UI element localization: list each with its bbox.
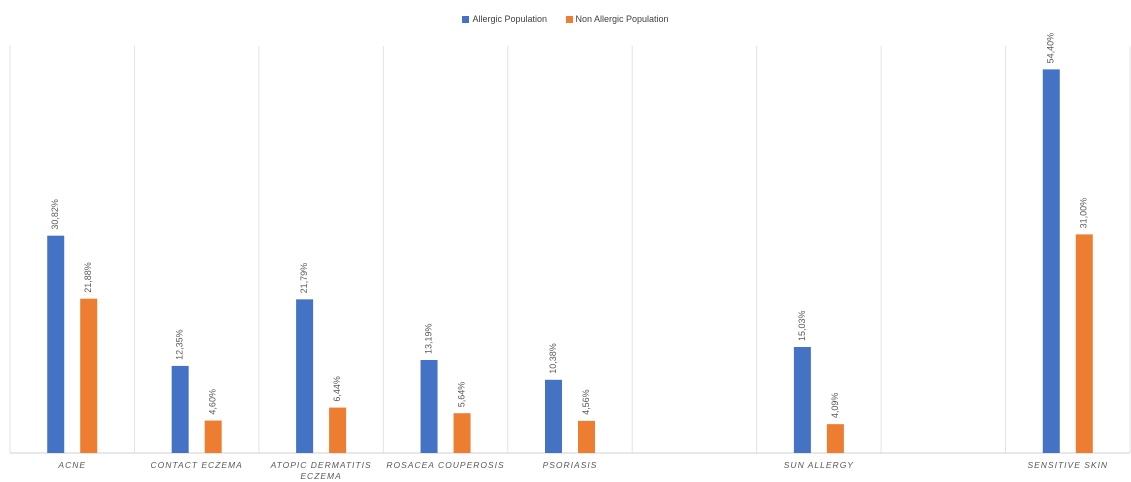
bar-allergic — [545, 379, 562, 453]
bar-non-allergic — [1075, 234, 1093, 453]
category-label: ECZEMA — [300, 471, 341, 481]
category-label: ACNE — [57, 460, 86, 470]
category-label: SUN ALLERGY — [784, 460, 855, 470]
data-label: 12,35% — [175, 329, 185, 360]
legend: Allergic Population Non Allergic Populat… — [0, 14, 1131, 24]
data-label: 4,56% — [581, 389, 591, 415]
data-label: 15,03% — [797, 310, 807, 341]
bar-non-allergic — [453, 413, 471, 453]
data-label: 4,09% — [830, 393, 840, 419]
category-label: CONTACT ECZEMA — [151, 460, 243, 470]
legend-swatch-non-allergic — [565, 16, 573, 23]
legend-label-allergic: Allergic Population — [472, 14, 547, 24]
bar-allergic — [171, 365, 189, 453]
legend-item-non-allergic: Non Allergic Population — [565, 14, 669, 24]
bar-allergic — [1042, 69, 1060, 454]
data-label: 6,44% — [332, 376, 342, 402]
bar-allergic — [793, 347, 811, 453]
legend-label-non-allergic: Non Allergic Population — [575, 14, 669, 24]
legend-item-allergic: Allergic Population — [462, 14, 547, 24]
data-label: 13,19% — [423, 323, 433, 354]
data-label: 10,38% — [548, 343, 558, 374]
bar-allergic — [420, 359, 438, 453]
data-label: 54,40% — [1046, 33, 1056, 64]
data-label: 31,00% — [1079, 198, 1089, 229]
bar-non-allergic — [80, 298, 98, 453]
bar-non-allergic — [578, 420, 595, 453]
bar-non-allergic — [826, 424, 844, 453]
bar-non-allergic — [329, 407, 347, 453]
data-label: 5,64% — [456, 382, 466, 408]
bar-allergic — [296, 299, 314, 453]
data-label: 21,88% — [83, 262, 93, 293]
category-label: ROSACEA COUPEROSIS — [386, 460, 504, 470]
category-label: SENSITIVE SKIN — [1027, 460, 1108, 470]
data-label: 21,79% — [299, 263, 309, 294]
category-label: ATOPIC DERMATITIS — [270, 460, 372, 470]
data-label: 30,82% — [50, 199, 60, 230]
category-label: PSORIASIS — [543, 460, 598, 470]
legend-swatch-allergic — [462, 16, 470, 23]
bar-non-allergic — [204, 420, 222, 453]
bar-allergic — [47, 235, 65, 453]
data-label: 4,60% — [208, 389, 218, 415]
